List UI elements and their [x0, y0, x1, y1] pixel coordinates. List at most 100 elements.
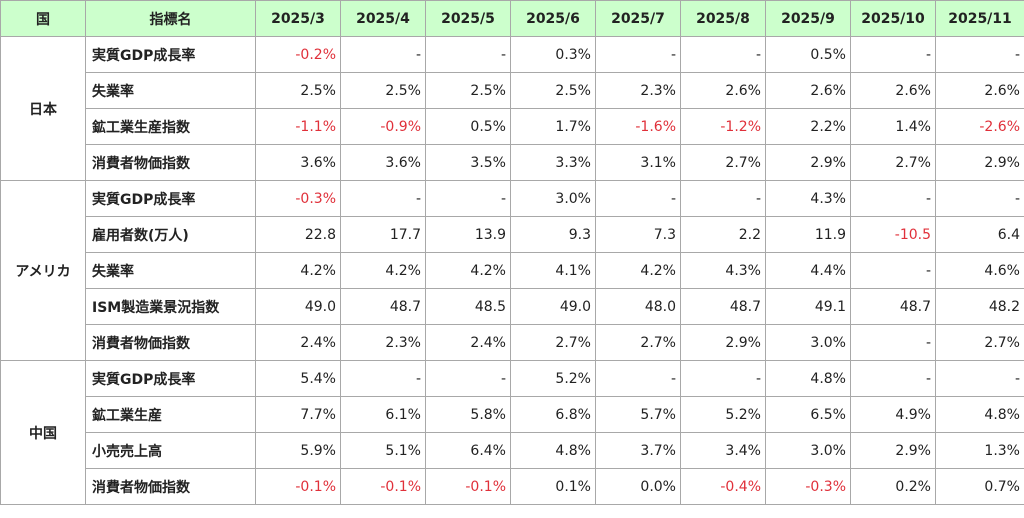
value-cell: - — [595, 180, 681, 217]
value-cell: -0.1% — [340, 468, 426, 505]
value-cell: - — [850, 252, 936, 289]
value-cell: 3.0% — [765, 432, 851, 469]
indicator-cell: 小売売上高 — [85, 432, 256, 469]
value-cell: 5.4% — [255, 360, 341, 397]
data-row: 失業率 2.5% 2.5% 2.5% 2.5% 2.3% 2.6% 2.6% 2.6% 2.6% — [1, 72, 1024, 109]
value-cell: 4.2% — [425, 252, 511, 289]
value-cell: 2.6% — [765, 72, 851, 109]
value-cell: 48.2 — [935, 288, 1024, 325]
data-row: 鉱工業生産 7.7% 6.1% 5.8% 6.8% 5.7% 5.2% 6.5% 4.9% 4.8… — [1, 396, 1024, 433]
value-cell: - — [850, 324, 936, 361]
value-cell: 2.7% — [850, 144, 936, 181]
value-cell: - — [595, 36, 681, 73]
value-cell: 3.4% — [680, 432, 766, 469]
value-cell: - — [680, 180, 766, 217]
indicator-cell: 消費者物価指数 — [85, 324, 256, 361]
indicator-cell: 失業率 — [85, 252, 256, 289]
value-cell: 49.1 — [765, 288, 851, 325]
data-row: 雇用者数(万人) 22.8 17.7 13.9 9.3 7.3 2.2 11.9 -10.5 6.… — [1, 216, 1024, 253]
value-cell: 4.8% — [935, 396, 1024, 433]
value-cell: 2.5% — [510, 72, 596, 109]
value-cell: -0.3% — [255, 180, 341, 217]
indicator-cell: 実質GDP成長率 — [85, 36, 256, 73]
value-cell: 2.4% — [255, 324, 341, 361]
header-month: 2025/7 — [595, 0, 681, 37]
value-cell: 2.3% — [595, 72, 681, 109]
indicator-cell: 消費者物価指数 — [85, 468, 256, 505]
value-cell: -10.5 — [850, 216, 936, 253]
value-cell: 48.7 — [850, 288, 936, 325]
header-month: 2025/5 — [425, 0, 511, 37]
value-cell: 3.6% — [255, 144, 341, 181]
value-cell: 2.5% — [255, 72, 341, 109]
value-cell: 3.0% — [765, 324, 851, 361]
value-cell: 48.0 — [595, 288, 681, 325]
indicator-cell: 実質GDP成長率 — [85, 360, 256, 397]
value-cell: 4.3% — [680, 252, 766, 289]
value-cell: 5.2% — [680, 396, 766, 433]
header-month: 2025/8 — [680, 0, 766, 37]
data-row: 小売売上高 5.9% 5.1% 6.4% 4.8% 3.7% 3.4% 3.0% 2.9% 1.3… — [1, 432, 1024, 469]
value-cell: -1.1% — [255, 108, 341, 145]
value-cell: 0.3% — [510, 36, 596, 73]
header-month: 2025/11 — [935, 0, 1024, 37]
value-cell: 2.9% — [935, 144, 1024, 181]
value-cell: 2.7% — [680, 144, 766, 181]
value-cell: - — [425, 180, 511, 217]
value-cell: 17.7 — [340, 216, 426, 253]
value-cell: 4.9% — [850, 396, 936, 433]
value-cell: -1.6% — [595, 108, 681, 145]
data-row: 日本 実質GDP成長率 -0.2% - -0.3% - -0.5% - - — [0, 36, 1024, 181]
value-cell: - — [850, 36, 936, 73]
value-cell: 2.6% — [680, 72, 766, 109]
header-month: 2025/10 — [850, 0, 936, 37]
value-cell: -2.6% — [935, 108, 1024, 145]
value-cell: 9.3 — [510, 216, 596, 253]
value-cell: 2.9% — [765, 144, 851, 181]
value-cell: 3.1% — [595, 144, 681, 181]
value-cell: 5.9% — [255, 432, 341, 469]
value-cell: - — [425, 360, 511, 397]
value-cell: 0.2% — [850, 468, 936, 505]
header-month: 2025/6 — [510, 0, 596, 37]
value-cell: 4.6% — [935, 252, 1024, 289]
header-indicator: 指標名 — [85, 0, 256, 37]
data-row: 失業率 4.2% 4.2% 4.2% 4.1% 4.2% 4.3% 4.4% -4.6% — [1, 252, 1024, 289]
value-cell: - — [425, 36, 511, 73]
value-cell: 2.4% — [425, 324, 511, 361]
value-cell: 2.7% — [595, 324, 681, 361]
indicator-cell: 消費者物価指数 — [85, 144, 256, 181]
value-cell: 7.3 — [595, 216, 681, 253]
value-cell: 2.9% — [680, 324, 766, 361]
indicator-cell: 失業率 — [85, 72, 256, 109]
value-cell: 0.0% — [595, 468, 681, 505]
header-month: 2025/9 — [765, 0, 851, 37]
value-cell: - — [595, 360, 681, 397]
value-cell: 2.2 — [680, 216, 766, 253]
value-cell: 49.0 — [255, 288, 341, 325]
value-cell: 3.3% — [510, 144, 596, 181]
value-cell: -1.2% — [680, 108, 766, 145]
value-cell: 13.9 — [425, 216, 511, 253]
value-cell: 0.5% — [425, 108, 511, 145]
value-cell: -0.9% — [340, 108, 426, 145]
header-month: 2025/4 — [340, 0, 426, 37]
value-cell: 1.3% — [935, 432, 1024, 469]
value-cell: 3.0% — [510, 180, 596, 217]
value-cell: 2.5% — [340, 72, 426, 109]
data-row: アメリカ 実質GDP成長率 -0.3% - -3.0% - -4.3% - - — [0, 180, 1024, 361]
value-cell: 11.9 — [765, 216, 851, 253]
country-cell: アメリカ — [0, 180, 86, 361]
table-body: 日本 実質GDP成長率 -0.2% - -0.3% - -0.5% - - 失業率 2.5% 2.5%… — [0, 36, 1024, 505]
value-cell: 49.0 — [510, 288, 596, 325]
data-row: 消費者物価指数 -0.1% -0.1% -0.1% 0.1% 0.0% -0.4% -0.3%… — [1, 468, 1024, 505]
data-row: ISM製造業景況指数 49.0 48.7 48.5 49.0 48.0 48.7 49.1 48… — [1, 288, 1024, 325]
value-cell: 2.5% — [425, 72, 511, 109]
indicator-cell: 雇用者数(万人) — [85, 216, 256, 253]
value-cell: 48.5 — [425, 288, 511, 325]
data-row: 消費者物価指数 2.4% 2.3% 2.4% 2.7% 2.7% 2.9% 3.0% -2.7% — [1, 324, 1024, 361]
value-cell: 48.7 — [680, 288, 766, 325]
value-cell: 7.7% — [255, 396, 341, 433]
value-cell: 48.7 — [340, 288, 426, 325]
